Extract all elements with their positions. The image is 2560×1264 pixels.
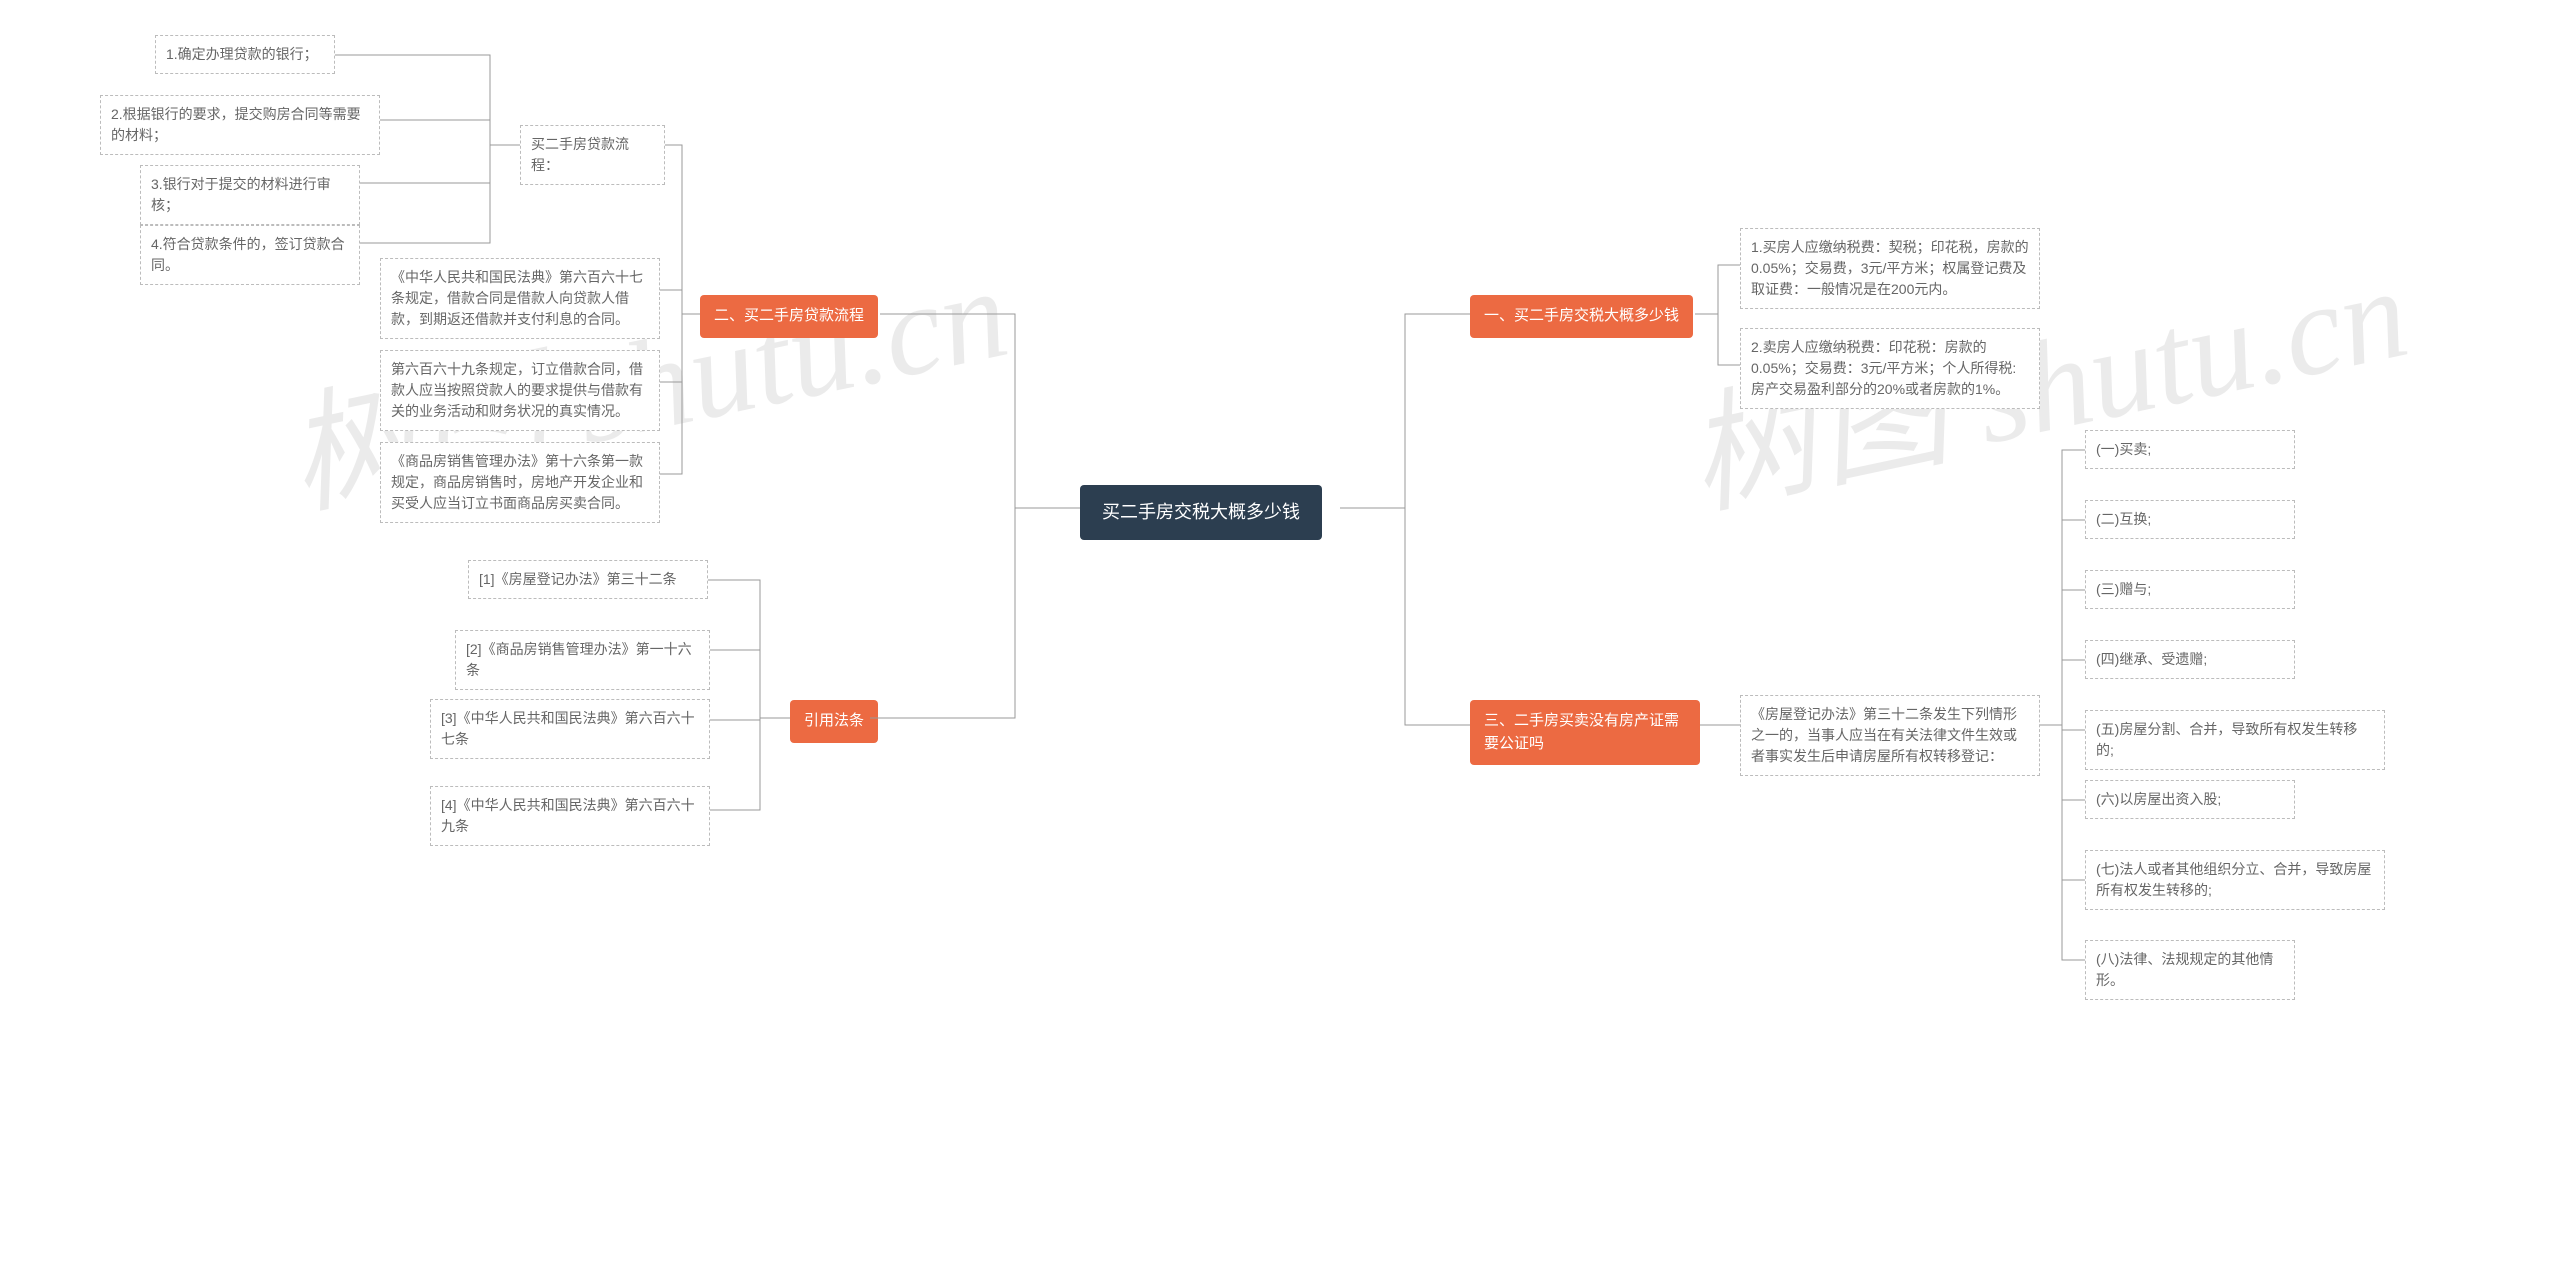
- b3-item-5: (五)房屋分割、合并，导致所有权发生转移的;: [2085, 710, 2385, 770]
- b3-item-2: (二)互换;: [2085, 500, 2295, 539]
- branch-one: 一、买二手房交税大概多少钱: [1470, 295, 1693, 338]
- b2-c4: 《商品房销售管理办法》第十六条第一款规定，商品房销售时，房地产开发企业和买受人应…: [380, 442, 660, 523]
- b3-item-1: (一)买卖;: [2085, 430, 2295, 469]
- branch-two: 二、买二手房贷款流程: [700, 295, 878, 338]
- ref-3: [3]《中华人民共和国民法典》第六百六十七条: [430, 699, 710, 759]
- connector-lines: [0, 0, 2560, 1264]
- b1-child-1: 1.买房人应缴纳税费：契税；印花税，房款的0.05%；交易费，3元/平方米；权属…: [1740, 228, 2040, 309]
- b2-c2: 《中华人民共和国民法典》第六百六十七条规定，借款合同是借款人向贷款人借款，到期返…: [380, 258, 660, 339]
- loan-step-1: 1.确定办理贷款的银行；: [155, 35, 335, 74]
- ref-2: [2]《商品房销售管理办法》第一十六条: [455, 630, 710, 690]
- b3-item-3: (三)赠与;: [2085, 570, 2295, 609]
- b3-item-6: (六)以房屋出资入股;: [2085, 780, 2295, 819]
- b1-child-2: 2.卖房人应缴纳税费：印花税：房款的0.05%；交易费：3元/平方米；个人所得税…: [1740, 328, 2040, 409]
- b3-item-4: (四)继承、受遗赠;: [2085, 640, 2295, 679]
- loan-step-4: 4.符合贷款条件的，签订贷款合同。: [140, 225, 360, 285]
- ref-1: [1]《房屋登记办法》第三十二条: [468, 560, 708, 599]
- root-node: 买二手房交税大概多少钱: [1080, 485, 1322, 540]
- loan-step-2: 2.根据银行的要求，提交购房合同等需要的材料；: [100, 95, 380, 155]
- ref-4: [4]《中华人民共和国民法典》第六百六十九条: [430, 786, 710, 846]
- branch-three: 三、二手房买卖没有房产证需要公证吗: [1470, 700, 1700, 765]
- b3-item-8: (八)法律、法规规定的其他情形。: [2085, 940, 2295, 1000]
- b3-item-7: (七)法人或者其他组织分立、合并，导致房屋所有权发生转移的;: [2085, 850, 2385, 910]
- branch-references: 引用法条: [790, 700, 878, 743]
- b2-loanflow: 买二手房贷款流程：: [520, 125, 665, 185]
- b2-c3: 第六百六十九条规定，订立借款合同，借款人应当按照贷款人的要求提供与借款有关的业务…: [380, 350, 660, 431]
- b3-sub: 《房屋登记办法》第三十二条发生下列情形之一的，当事人应当在有关法律文件生效或者事…: [1740, 695, 2040, 776]
- loan-step-3: 3.银行对于提交的材料进行审核；: [140, 165, 360, 225]
